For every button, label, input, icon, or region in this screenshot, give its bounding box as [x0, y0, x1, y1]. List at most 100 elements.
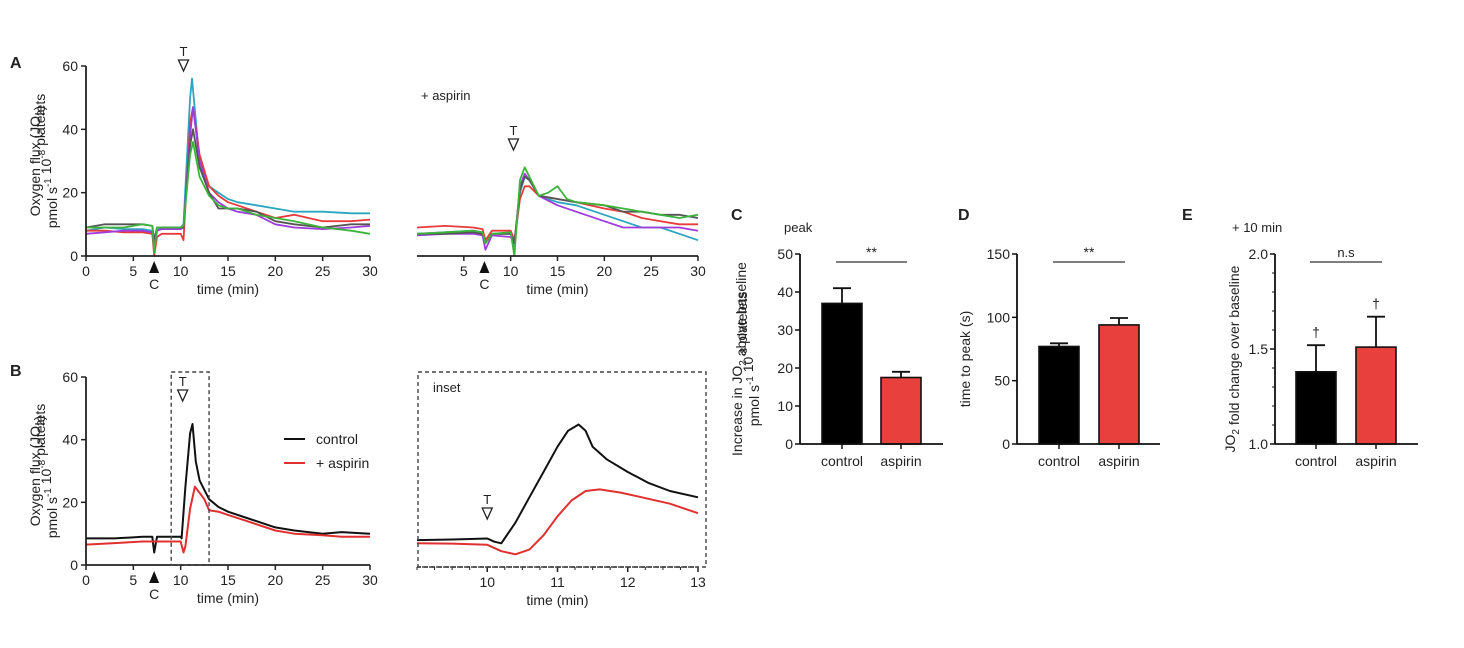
b-average-x-tick-label-30: 30 [362, 572, 378, 588]
a-y-axis-label-line-1: Oxygen flux (JO2) [27, 106, 47, 217]
a-aspirin-series-5-line [416, 166, 699, 257]
b-inset-thrombin-marker-triangle [481, 507, 494, 521]
d-bar-aspirin [1098, 324, 1140, 445]
b-average-x-tick-label-15: 15 [220, 572, 236, 588]
a-control-series-2-line [86, 106, 371, 257]
a-aspirin-x-tick-label-15: 15 [550, 263, 566, 279]
a-control-x-tick-label-30: 30 [362, 263, 378, 279]
d-y-tick-label-50: 50 [994, 373, 1010, 389]
e-dagger-aspirin: † [1372, 296, 1380, 312]
c-y-tick-label-30: 30 [777, 322, 793, 338]
d-bar-control [1038, 345, 1080, 445]
b-y-axis-label-line-2: pmol s-1 10-8 platelets [32, 404, 60, 539]
c-y-tick-label-40: 40 [777, 284, 793, 300]
b-inset-x-axis-label: time (min) [526, 592, 588, 608]
b-inset-x-tick-label-13: 13 [690, 574, 706, 590]
a-aspirin-x-tick-label-5: 5 [460, 263, 468, 279]
e-y-tick-label-2: 2.0 [1249, 246, 1269, 262]
a2-collagen-marker-label: C [479, 276, 489, 292]
b-inset-x-tick-label-10: 10 [479, 574, 495, 590]
panel-label-c: C [731, 207, 743, 224]
b-average-y-tick-label-0: 0 [70, 557, 78, 573]
a-collagen-marker-triangle [149, 261, 160, 273]
a-aspirin-x-tick-label-25: 25 [643, 263, 659, 279]
e-x-tick-label-control: control [1295, 453, 1337, 469]
b-average-y-tick-label-60: 60 [62, 369, 78, 385]
a-control-y-tick-label-20: 20 [62, 185, 78, 201]
b-average-x-tick-label-10: 10 [173, 572, 189, 588]
b-inset-x-tick-label-12: 12 [620, 574, 636, 590]
a-collagen-marker-label: C [149, 276, 159, 292]
a-control-series-5-line [86, 141, 371, 254]
a-control-x-axis-label: time (min) [197, 281, 259, 297]
a-control-x-tick-label-10: 10 [173, 263, 189, 279]
d-y-tick-label-100: 100 [987, 309, 1011, 325]
b-collagen-marker-label: C [149, 586, 159, 602]
b-y-axis-label: Oxygen flux (JO2)pmol s-1 10-8 platelets [27, 404, 60, 539]
a-aspirin-x-tick-label-30: 30 [690, 263, 706, 279]
c-y-axis-label-line-2: pmol s-1 10-8 platelets [734, 292, 762, 427]
b-y-axis-label-line-1: Oxygen flux (JO2) [27, 416, 47, 527]
a-control-x-tick-label-5: 5 [129, 263, 137, 279]
b-average-series-1-line [86, 423, 371, 554]
panel-label-e: E [1182, 207, 1193, 224]
b-inset-thrombin-marker-label: T [483, 492, 491, 507]
panel-label-d: D [958, 207, 970, 224]
b-inset-series-2-line [416, 488, 699, 556]
a-aspirin-x-axis-label: time (min) [526, 281, 588, 297]
a-control-series-1-line [85, 77, 370, 248]
a-control-y-tick-label-0: 0 [70, 248, 78, 264]
a-control-y-tick-label-60: 60 [62, 58, 78, 74]
panel-label-a: A [10, 55, 22, 72]
a-control-series-4-line [85, 128, 370, 242]
e-y-axis-label: JO2 fold change over baseline [1222, 265, 1242, 452]
c-y-tick-label-10: 10 [777, 398, 793, 414]
c-title: peak [784, 220, 813, 235]
d-y-tick-label-150: 150 [987, 246, 1011, 262]
c-bar-control [821, 302, 863, 445]
b-inset-title: inset [433, 380, 461, 395]
d-y-tick-label-0: 0 [1002, 436, 1010, 452]
c-y-tick-label-50: 50 [777, 246, 793, 262]
a-control-x-tick-label-15: 15 [220, 263, 236, 279]
b-average-x-tick-label-0: 0 [82, 572, 90, 588]
c-y-tick-label-0: 0 [785, 436, 793, 452]
c-y-tick-label-20: 20 [777, 360, 793, 376]
a-thrombin-marker-label: T [180, 44, 188, 59]
e-x-tick-label-aspirin: aspirin [1355, 453, 1396, 469]
a-control-x-tick-label-25: 25 [315, 263, 331, 279]
d-x-tick-label-control: control [1038, 453, 1080, 469]
b-average-x-tick-label-25: 25 [315, 572, 331, 588]
b-collagen-marker-triangle [149, 571, 160, 583]
d-significance-label: ** [1084, 244, 1095, 260]
e-y-tick-label-1: 1.0 [1249, 436, 1269, 452]
d-y-axis-label: time to peak (s) [957, 311, 973, 407]
b-inset-frame [417, 371, 707, 568]
a-aspirin-x-tick-label-10: 10 [503, 263, 519, 279]
e-y-tick-label-1.5: 1.5 [1249, 341, 1269, 357]
b-inset-series-1-line [416, 423, 699, 545]
a-aspirin-series-2-line [416, 185, 698, 242]
a-control-x-tick-label-20: 20 [268, 263, 284, 279]
a-thrombin-marker-triangle [177, 59, 190, 73]
b-thrombin-marker-triangle [176, 389, 189, 403]
panel-label-b: B [10, 363, 22, 380]
a-y-axis-label: Oxygen flux (JO2)pmol s-1 10-8 platelets [27, 94, 60, 229]
a-control-series-3-line [85, 106, 371, 248]
b-average-x-tick-label-5: 5 [129, 572, 137, 588]
a-control-y-tick-label-40: 40 [62, 121, 78, 137]
b-inset-x-tick-label-11: 11 [550, 574, 565, 590]
d-y-axis-label-line-1: time to peak (s) [957, 311, 973, 407]
c-bar-aspirin [880, 376, 922, 445]
a-y-axis-label-line-2: pmol s-1 10-8 platelets [32, 94, 60, 229]
a2-collagen-marker-triangle [479, 261, 490, 273]
e-dagger-control: † [1312, 324, 1320, 340]
c-y-axis-label-line-1: Increase in JO2 above baseline [729, 262, 749, 456]
b-average-x-tick-label-20: 20 [268, 572, 284, 588]
b-thrombin-marker-label: T [179, 374, 187, 389]
b-average-y-tick-label-20: 20 [62, 494, 78, 510]
a-control-x-tick-label-0: 0 [82, 263, 90, 279]
b-inset-region-box [170, 371, 210, 566]
a-aspirin-x-tick-label-20: 20 [597, 263, 613, 279]
